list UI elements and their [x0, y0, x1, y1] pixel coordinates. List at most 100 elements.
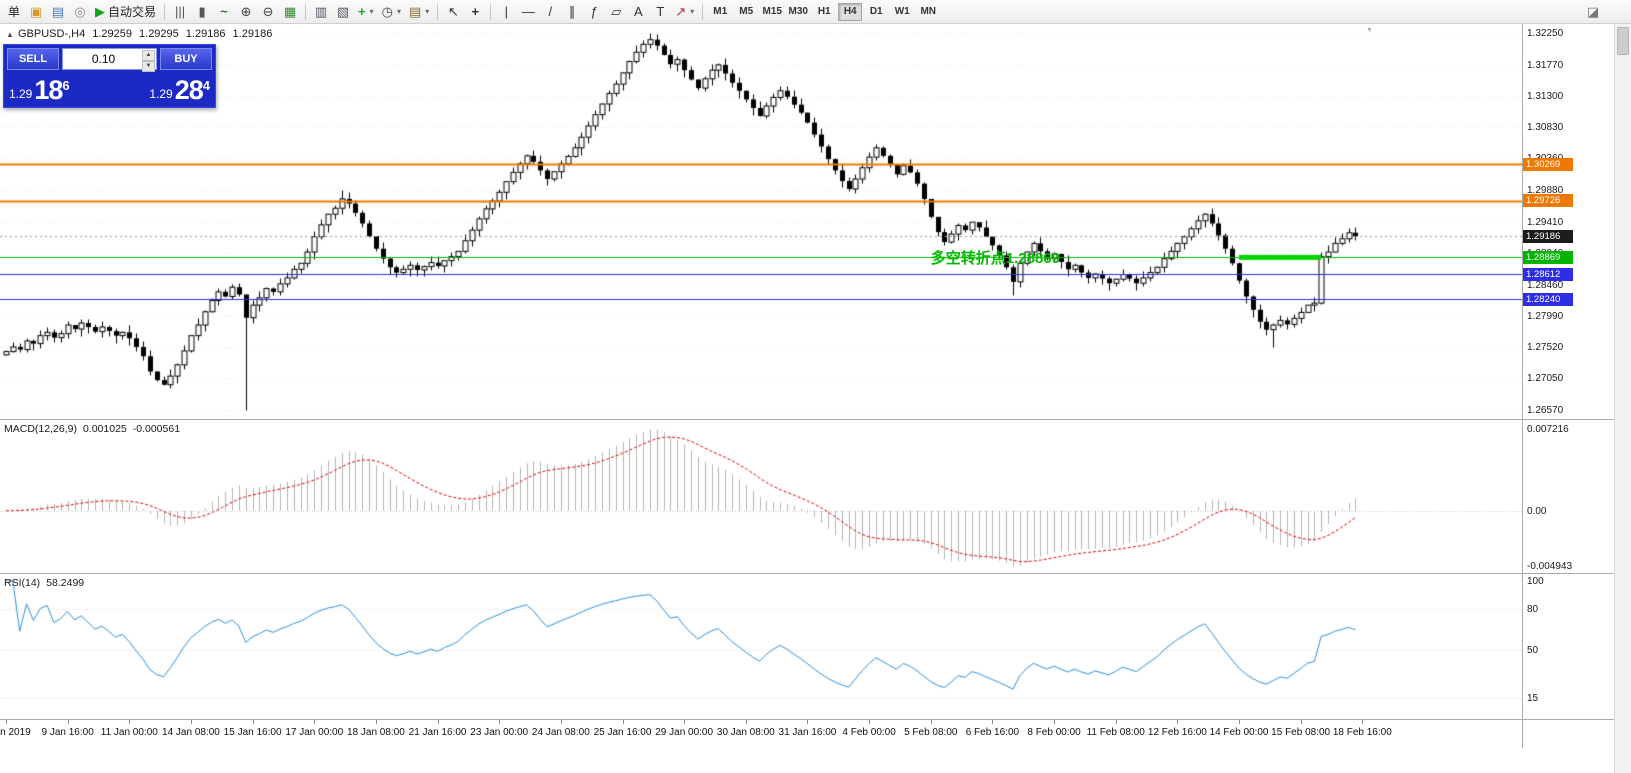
timeframe-h1-button[interactable]: H1	[812, 3, 836, 21]
pane-separator[interactable]	[0, 573, 1614, 574]
line-chart-button[interactable]: ~	[213, 2, 235, 22]
tile-windows-button[interactable]: ▦	[279, 2, 301, 22]
toolbar-separator	[702, 3, 704, 20]
price-chart-canvas[interactable]	[0, 24, 1522, 419]
sell-button[interactable]: SELL	[7, 48, 59, 70]
autotrading-icon: ▶	[95, 3, 105, 19]
sell-price-sup: 6	[62, 78, 70, 93]
rsi-value: 58.2499	[46, 577, 85, 589]
time-axis-label: 29 Jan 00:00	[655, 727, 714, 738]
price-line-tag: 1.28240	[1523, 292, 1573, 306]
rsi-title: RSI(14) 58.2499	[4, 577, 84, 589]
price-scale-label: 1.29410	[1527, 216, 1564, 228]
crosshair-button[interactable]: +	[464, 2, 486, 22]
timeframe-m15-button[interactable]: M15	[760, 3, 784, 21]
scrollbar-thumb[interactable]	[1617, 27, 1629, 55]
text-icon: A	[633, 4, 643, 19]
arrange-windows-button[interactable]: ▧	[332, 2, 354, 22]
rsi-name: RSI(14)	[4, 577, 41, 589]
arrows-button[interactable]: ↗ ▾	[671, 2, 698, 22]
symbol-name: GBPUSD-,H4	[18, 28, 86, 40]
pane-separator[interactable]	[0, 419, 1614, 420]
templates-icon: ▤	[408, 3, 422, 19]
time-axis-label: 25 Jan 16:00	[593, 727, 652, 738]
timeframe-mn-button[interactable]: MN	[916, 3, 940, 21]
zoom-in-button[interactable]: ⊕	[235, 2, 257, 22]
pin-button[interactable]: ◪	[1582, 2, 1604, 22]
time-axis-tick	[560, 720, 562, 724]
chart-annotation[interactable]: 多空转折点1.28869	[930, 249, 1060, 267]
one-click-collapse-arrow[interactable]: ▲	[6, 30, 14, 39]
fibonacci-icon: ƒ	[590, 4, 598, 19]
time-axis-label: 18 Jan 08:00	[346, 727, 405, 738]
quote-high: 1.29295	[139, 28, 179, 40]
time-axis-label: 8 Jan 2019	[0, 727, 31, 738]
indicators-button[interactable]: + ▾	[354, 2, 378, 22]
text-button[interactable]: A	[627, 2, 649, 22]
vertical-scrollbar[interactable]	[1614, 24, 1631, 773]
price-line-tag: 1.30269	[1523, 157, 1573, 171]
rsi-scale-label: 15	[1527, 693, 1539, 705]
equidistant-channel-button[interactable]: ∥	[561, 2, 583, 22]
shapes-icon: ▱	[611, 3, 622, 19]
order-menu-button[interactable]: 单	[3, 2, 25, 22]
time-axis-tick	[930, 720, 932, 724]
time-axis-label: 8 Feb 00:00	[1027, 727, 1081, 738]
new-order-button[interactable]: ▣	[25, 2, 47, 22]
rsi-scale-label: 50	[1527, 644, 1539, 656]
time-axis-tick	[1177, 720, 1179, 724]
quote-close: 1.29186	[232, 28, 273, 40]
buy-button[interactable]: BUY	[160, 48, 212, 70]
price-scale-label: 1.28460	[1527, 279, 1564, 291]
pane-separator[interactable]	[0, 719, 1614, 720]
periods-button[interactable]: ◷ ▾	[378, 2, 405, 22]
timeframe-m30-button[interactable]: M30	[786, 3, 810, 21]
vertical-line-button[interactable]: |	[495, 2, 517, 22]
horizontal-line-button[interactable]: —	[517, 2, 539, 22]
time-axis-label: 15 Jan 16:00	[223, 727, 282, 738]
shapes-button[interactable]: ▱	[605, 2, 627, 22]
time-axis-tick	[684, 720, 686, 724]
metaeditor-button[interactable]: ◎	[69, 2, 91, 22]
crosshair-icon: +	[471, 4, 480, 19]
new-chart-button[interactable]: ▤	[47, 2, 69, 22]
equidistant-channel-icon: ∥	[569, 3, 576, 19]
buy-price-sup: 4	[202, 78, 210, 93]
time-axis-tick	[1054, 720, 1056, 724]
macd-indicator-canvas[interactable]	[0, 420, 1522, 573]
time-axis-tick	[1300, 720, 1302, 724]
lot-increase-button[interactable]: ▲	[142, 50, 155, 61]
timeframe-w1-button[interactable]: W1	[890, 3, 914, 21]
lot-spinner: ▲ ▼	[142, 50, 155, 72]
order-menu-label: 单	[7, 5, 20, 19]
price-line-tag: 1.28869	[1523, 250, 1573, 264]
text-label-button[interactable]: T	[649, 2, 671, 22]
rsi-scale-label: 100	[1527, 575, 1544, 587]
lot-decrease-button[interactable]: ▼	[142, 61, 155, 72]
candlestick-chart-button[interactable]: ▮	[191, 2, 213, 22]
trendline-button[interactable]: /	[539, 2, 561, 22]
time-axis-label: 11 Feb 08:00	[1086, 727, 1145, 738]
time-axis-label: 31 Jan 16:00	[778, 727, 837, 738]
rsi-indicator-canvas[interactable]	[0, 574, 1522, 719]
time-axis-tick	[375, 720, 377, 724]
buy-price-prefix: 1.29	[149, 87, 173, 101]
price-scale-label: 1.31770	[1527, 59, 1564, 71]
autotrading-button[interactable]: ▶ 自动交易	[91, 2, 160, 22]
timeframe-m5-button[interactable]: M5	[734, 3, 758, 21]
cascade-windows-button[interactable]: ▥	[310, 2, 332, 22]
timeframe-m1-button[interactable]: M1	[708, 3, 732, 21]
fibonacci-button[interactable]: ƒ	[583, 2, 605, 22]
autotrading-label: 自动交易	[108, 5, 157, 19]
time-axis-label: 6 Feb 16:00	[965, 727, 1020, 738]
timeframe-h4-button[interactable]: H4	[838, 2, 863, 21]
bar-chart-button[interactable]: |||	[169, 2, 191, 22]
timeframe-d1-button[interactable]: D1	[864, 3, 888, 21]
cursor-button[interactable]: ↖	[442, 2, 464, 22]
buy-price-big: 28	[174, 75, 204, 105]
time-axis[interactable]: 8 Jan 2019 9 Jan 16:00 11 Jan 00:00 14 Jan …	[0, 720, 1614, 748]
templates-button[interactable]: ▤ ▾	[405, 2, 433, 22]
zoom-out-button[interactable]: ⊖	[257, 2, 279, 22]
lot-size-input[interactable]	[63, 52, 156, 66]
macd-signal-value: -0.000561	[132, 423, 181, 435]
